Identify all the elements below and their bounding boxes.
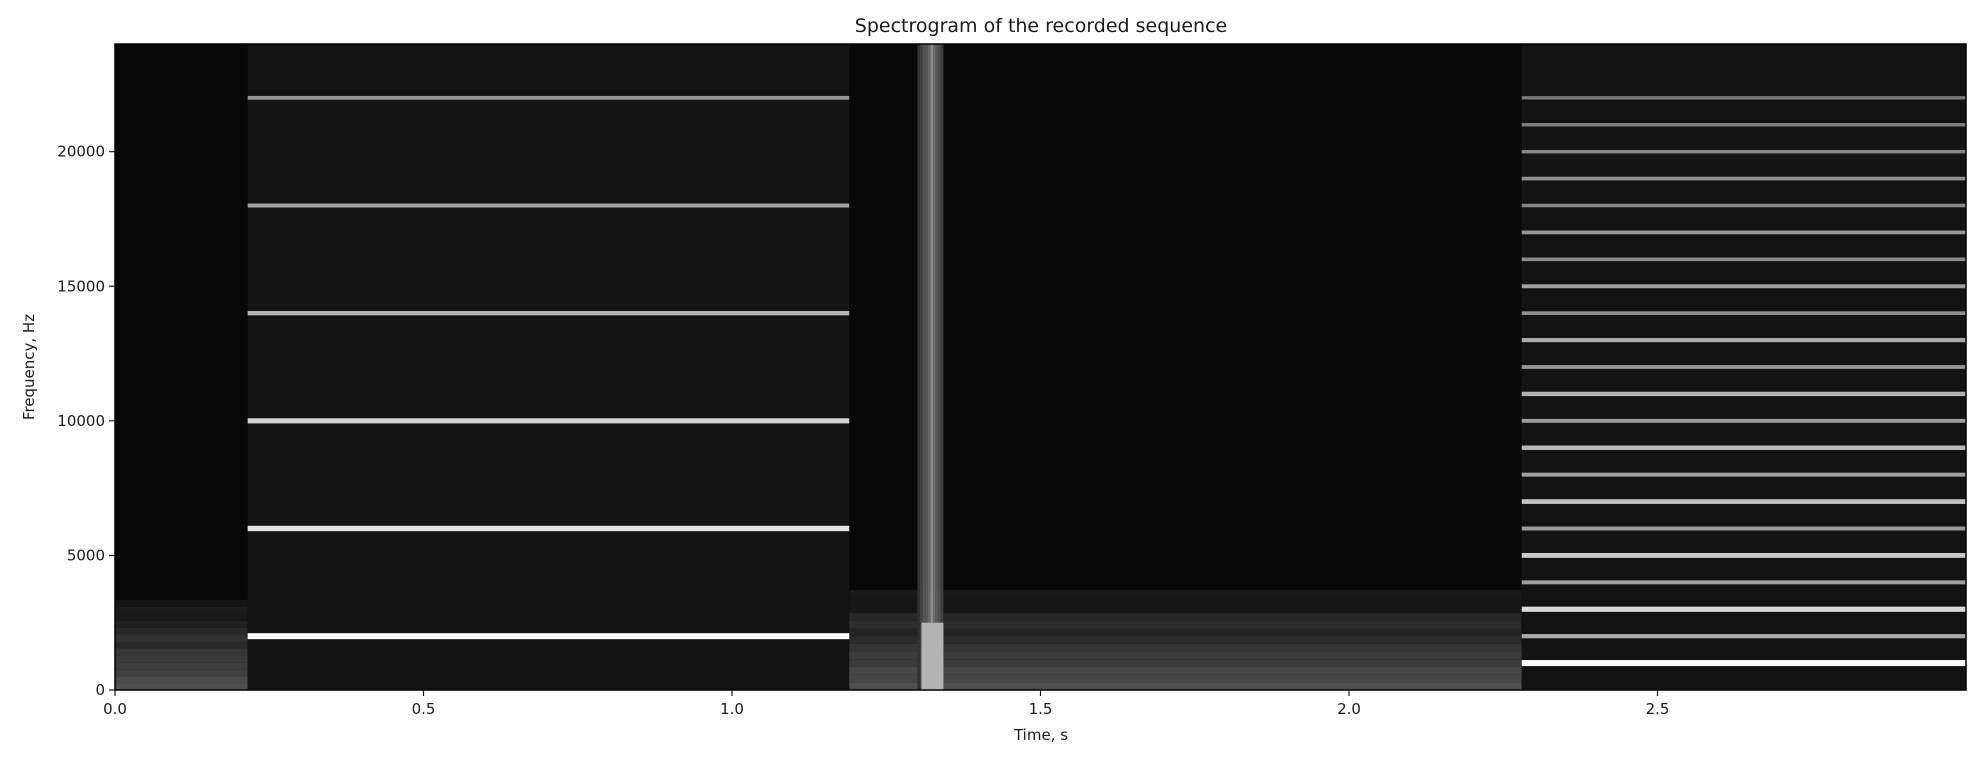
tone-line [1521, 418, 1966, 423]
noise-band [115, 676, 248, 684]
impulse-low-frequency-burst [921, 622, 944, 690]
tone-line [1521, 552, 1966, 558]
tone-line [1521, 149, 1966, 154]
x-axis: 0.0 0.5 1.0 1.5 2.0 2.5 [103, 690, 1669, 718]
impulse-column [925, 44, 928, 690]
y-axis: 0 5000 10000 15000 20000 [57, 143, 115, 699]
noise-band [115, 627, 248, 635]
x-tick-label: 1.5 [1029, 700, 1053, 718]
impulse-column [920, 44, 923, 690]
tone-line [1521, 391, 1966, 397]
noise-band [115, 593, 248, 601]
noise-band [849, 613, 1522, 621]
tone-line [1521, 580, 1966, 585]
impulse-column [917, 44, 921, 690]
x-tick-label: 2.0 [1337, 700, 1361, 718]
tone-line [247, 95, 850, 100]
tone-line [247, 633, 850, 640]
tone-line [1521, 606, 1966, 612]
noise-band [849, 605, 1522, 614]
chart-title: Spectrogram of the recorded sequence [855, 15, 1227, 37]
x-tick-label: 1.0 [720, 700, 744, 718]
impulse-column [940, 44, 944, 690]
noise-band [849, 651, 1522, 660]
y-axis-label: Frequency, Hz [20, 314, 38, 420]
noise-band [849, 682, 1522, 690]
noise-band [849, 666, 1522, 675]
tone-line [1521, 365, 1966, 369]
noise-band [115, 620, 248, 628]
noise-band [849, 582, 1522, 591]
impulse-column [933, 44, 936, 690]
noise-band [115, 662, 248, 670]
y-tick-label: 0 [95, 681, 105, 699]
segment-background [115, 44, 248, 690]
noise-band [849, 643, 1522, 652]
noise-band [115, 648, 248, 656]
noise-band [115, 613, 248, 621]
y-tick-label: 15000 [57, 277, 105, 295]
y-tick-label: 20000 [57, 143, 105, 161]
tone-line [247, 310, 850, 316]
tone-line [1521, 499, 1966, 504]
noise-band [115, 634, 248, 642]
noise-band [849, 628, 1522, 637]
x-axis-label: Time, s [1013, 726, 1068, 744]
noise-band [849, 590, 1522, 598]
noise-band [849, 620, 1522, 629]
tone-line [1521, 96, 1966, 100]
plot-area [114, 43, 1967, 691]
impulse-column [930, 44, 934, 690]
tone-line [1521, 634, 1966, 639]
tone-line [1521, 176, 1966, 181]
tone-line [1521, 526, 1966, 531]
x-tick-label: 2.5 [1646, 700, 1670, 718]
noise-band [849, 674, 1522, 683]
tone-line [1521, 284, 1966, 289]
noise-band [849, 597, 1522, 606]
y-tick-label: 10000 [57, 412, 105, 430]
tone-line [1521, 337, 1966, 343]
tone-layer [247, 95, 1966, 667]
tone-line [1521, 660, 1966, 667]
tone-line [1521, 311, 1966, 316]
impulse-column [927, 44, 931, 690]
tone-line [247, 525, 850, 532]
x-tick-label: 0.0 [103, 700, 127, 718]
noise-band [115, 606, 248, 614]
tone-line [1521, 203, 1966, 208]
noise-band [115, 600, 248, 607]
noise-band [849, 636, 1522, 644]
tone-line [1521, 230, 1966, 235]
tone-line [1521, 445, 1966, 450]
noise-band [115, 655, 248, 663]
segment-background [247, 44, 850, 690]
noise-band [115, 683, 248, 690]
noise-band [849, 659, 1522, 667]
x-tick-label: 0.5 [412, 700, 436, 718]
tone-line [247, 203, 850, 208]
tone-line [1521, 123, 1966, 127]
tone-line [1521, 257, 1966, 262]
noise-band [115, 641, 248, 649]
y-tick-label: 5000 [67, 546, 105, 564]
impulse-column [935, 44, 939, 690]
noise-band [115, 669, 248, 677]
tone-line [247, 418, 850, 424]
impulse-column [938, 44, 941, 690]
impulse-column [922, 44, 926, 690]
tone-line [1521, 472, 1966, 477]
